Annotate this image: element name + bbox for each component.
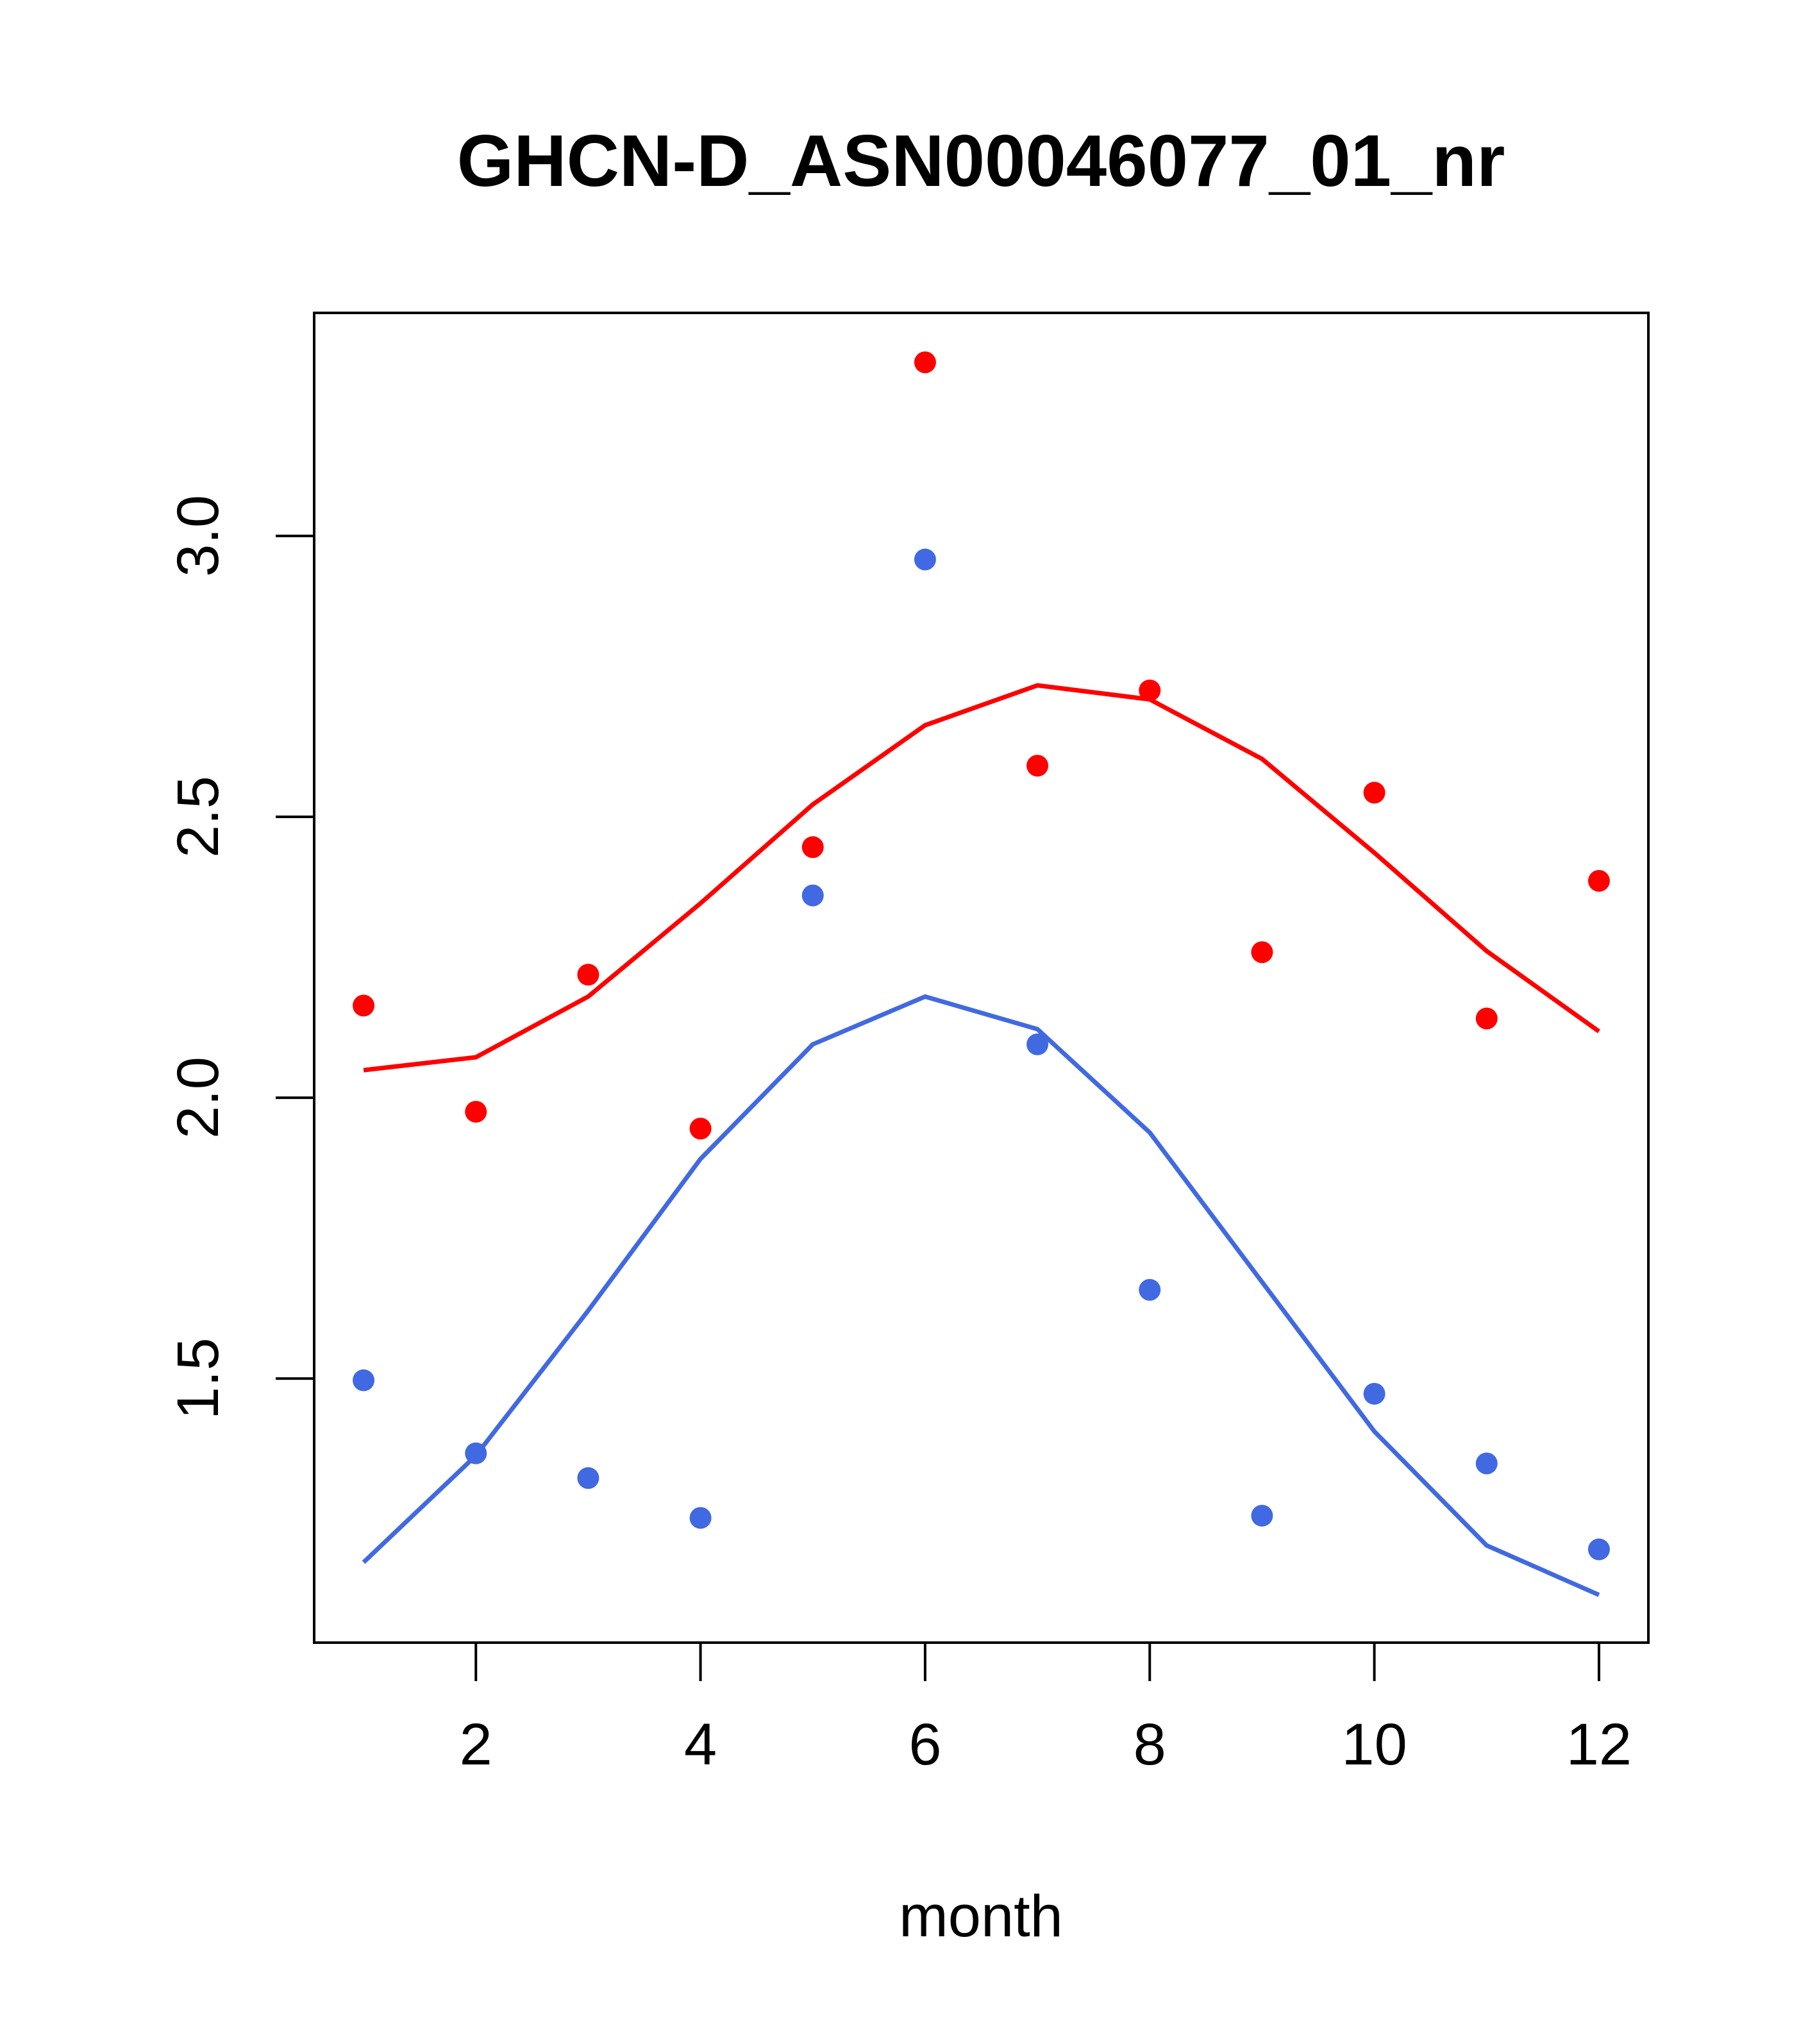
y-tick-label: 2.0 (165, 1057, 231, 1139)
red-points-point (1026, 755, 1049, 777)
y-tick-label: 2.5 (165, 776, 231, 858)
x-tick-label: 12 (1566, 1712, 1632, 1777)
y-tick-label: 1.5 (165, 1337, 231, 1420)
blue-points-point (1139, 1278, 1161, 1301)
red-points-point (1139, 679, 1161, 701)
red-points-point (465, 1100, 487, 1123)
blue-points-point (1587, 1538, 1610, 1561)
x-tick-label: 8 (1134, 1712, 1166, 1777)
x-tick-label: 6 (908, 1712, 941, 1777)
blue-points-point (577, 1467, 599, 1489)
x-tick-label: 4 (684, 1712, 717, 1777)
blue-points-point (353, 1369, 375, 1391)
red-line-series (363, 683, 1600, 1073)
x-tick-label: 2 (460, 1712, 492, 1777)
plot-frame (313, 312, 1650, 1644)
blue-points-point (1363, 1382, 1386, 1405)
blue-points-point (689, 1507, 712, 1529)
red-points-point (1363, 782, 1386, 804)
blue-points-point (914, 548, 936, 571)
red-points-point (801, 836, 824, 859)
red-points-point (689, 1118, 712, 1140)
blue-points-point (801, 884, 824, 907)
blue-line-series (362, 994, 1600, 1597)
red-points-point (1475, 1007, 1498, 1030)
chart-title: GHCN-D_ASN00046077_01_nr (457, 121, 1505, 202)
x-tick-label: 10 (1341, 1712, 1407, 1777)
blue-points-point (1251, 1504, 1273, 1527)
x-axis-label: month (899, 1884, 1063, 1949)
red-points-point (353, 994, 375, 1017)
red-points-point (914, 351, 936, 374)
red-points-point (577, 964, 599, 986)
blue-points-point (1475, 1452, 1498, 1475)
blue-points-point (1026, 1033, 1049, 1055)
y-tick-label: 3.0 (165, 495, 231, 577)
red-points-point (1251, 941, 1273, 964)
red-points-point (1587, 869, 1610, 892)
